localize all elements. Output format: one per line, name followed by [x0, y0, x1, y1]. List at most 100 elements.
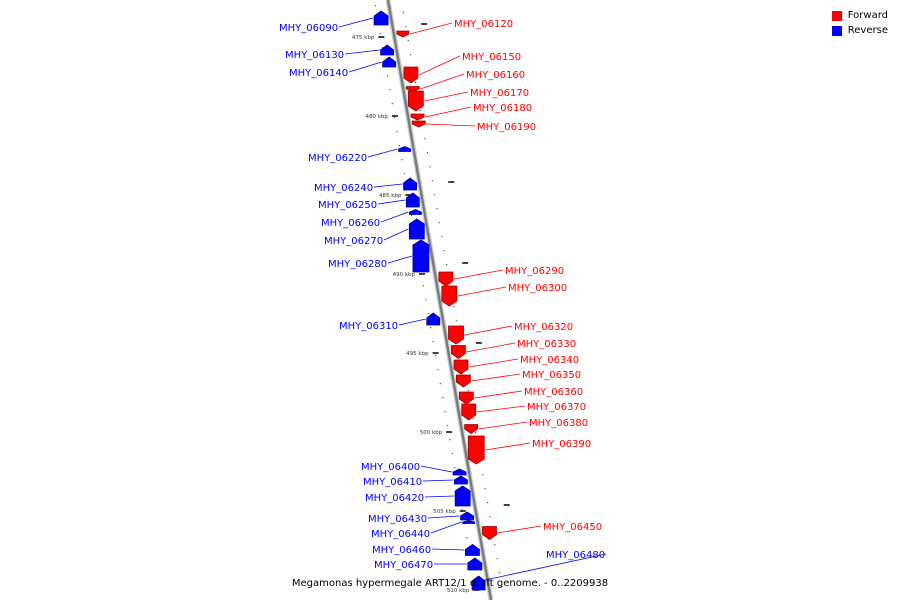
- kbp-tick-label: 505 kbp: [433, 509, 456, 515]
- gene-arrow-mhy-06460: [465, 544, 480, 556]
- guide-dot: [446, 264, 448, 266]
- gene-arrow-mhy-06390: [467, 435, 485, 465]
- gene-label: MHY_06380: [529, 418, 588, 429]
- gene-arrow-mhy-06340: [453, 359, 469, 375]
- guide-dot: [414, 82, 417, 84]
- guide-dot: [398, 145, 401, 147]
- gene-leader-line: [431, 548, 465, 551]
- gene-leader-line: [478, 421, 528, 430]
- gene-leader-line: [453, 269, 504, 280]
- guide-dot: [424, 138, 426, 140]
- gene-leader-line: [377, 199, 406, 205]
- guide-dot: [496, 558, 498, 560]
- gene-label: MHY_06160: [466, 70, 525, 81]
- gene-label: MHY_06190: [477, 122, 536, 133]
- guide-dot: [442, 397, 444, 399]
- gene-label: MHY_06290: [505, 266, 564, 277]
- guide-dot: [403, 173, 405, 175]
- gene-arrow-mhy-06240: [403, 177, 417, 191]
- gene-leader-line: [474, 390, 523, 399]
- gene-label: MHY_06370: [527, 402, 586, 413]
- guide-dot: [437, 369, 439, 371]
- guide-dot: [396, 131, 398, 133]
- gene-leader-line: [373, 183, 403, 188]
- gene-leader-line: [457, 286, 507, 297]
- gene-arrow-mhy-06260: [408, 209, 422, 215]
- legend: Forward Reverse: [831, 8, 888, 38]
- gene-label: MHY_06450: [543, 522, 602, 533]
- gene-leader-line: [338, 17, 374, 28]
- gene-arrow-mhy-06220: [398, 146, 411, 152]
- guide-dot: [484, 488, 486, 490]
- gene-arrow-mhy-06120: [396, 30, 410, 38]
- guide-dot: [386, 75, 389, 77]
- guide-dot: [436, 208, 438, 210]
- gene-arrow-mhy-06280: [412, 239, 430, 273]
- guide-dot: [391, 103, 393, 105]
- guide-dot: [446, 425, 449, 427]
- guide-dot: [449, 439, 451, 441]
- gene-leader-line: [418, 55, 461, 76]
- gene-leader-line: [383, 228, 409, 241]
- gene-label: MHY_06360: [524, 387, 583, 398]
- gene-arrow-mhy-06310: [426, 312, 441, 326]
- kbp-tick-label: 475 kbp: [352, 35, 375, 41]
- guide-dot: [379, 33, 381, 35]
- legend-label-reverse: Reverse: [847, 25, 888, 36]
- guide-dot: [498, 572, 501, 574]
- gene-arrow-mhy-06350: [456, 374, 471, 388]
- gene-arrow-mhy-06440: [462, 520, 476, 524]
- gene-arrow-mhy-06290: [438, 271, 454, 287]
- guide-dot: [501, 586, 503, 588]
- legend-item-forward: Forward: [831, 8, 888, 23]
- gene-label: MHY_06120: [454, 19, 513, 30]
- guide-dot: [438, 222, 441, 224]
- gene-arrow-mhy-06330: [451, 345, 466, 359]
- guide-dot: [455, 320, 457, 322]
- gene-arrow-mhy-06250: [405, 192, 420, 208]
- guide-dot: [405, 26, 407, 28]
- gene-leader-line: [464, 325, 513, 336]
- guide-dot: [382, 47, 384, 49]
- backbone-line: [386, 0, 493, 600]
- guide-dot: [401, 159, 403, 161]
- gene-arrow-mhy-06410: [453, 475, 468, 485]
- gene-label: MHY_06460: [372, 545, 431, 556]
- gene-leader-line: [420, 73, 465, 90]
- gene-leader-line: [466, 342, 516, 353]
- gene-arrow-mhy-06300: [441, 285, 458, 307]
- gene-label: MHY_06260: [321, 218, 380, 229]
- guide-dot: [486, 502, 489, 504]
- guide-dot: [451, 453, 453, 455]
- gene-arrow-mhy-06130: [380, 44, 394, 56]
- gene-label: MHY_06220: [308, 153, 367, 164]
- guide-dot: [461, 509, 463, 511]
- guide-dot: [454, 467, 456, 469]
- guide-dot: [431, 180, 433, 182]
- gene-leader-line: [422, 479, 454, 482]
- gene-leader-line: [387, 255, 413, 264]
- guide-dot: [453, 306, 455, 308]
- gene-label: MHY_06480: [546, 550, 605, 561]
- kbp-tick-label: 485 kbp: [379, 193, 402, 199]
- gene-label: MHY_06240: [314, 183, 373, 194]
- gene-label: MHY_06330: [517, 339, 576, 350]
- gene-label: MHY_06350: [522, 370, 581, 381]
- guide-dot: [422, 285, 425, 287]
- genome-caption: Megamonas hypermegale ART12/1 draft geno…: [291, 578, 609, 589]
- guide-dot: [430, 327, 432, 329]
- gene-label: MHY_06410: [363, 477, 422, 488]
- gene-label: MHY_06150: [462, 52, 521, 63]
- gene-arrow-mhy-06470: [467, 557, 483, 571]
- guide-dot: [429, 166, 431, 168]
- gene-arrow-mhy-06170: [407, 90, 424, 112]
- guide-dot: [467, 390, 469, 392]
- gene-leader-line: [367, 148, 398, 158]
- kbp-tick-label: 490 kbp: [393, 272, 416, 278]
- gene-leader-line: [476, 405, 526, 413]
- gene-label: MHY_06140: [289, 68, 348, 79]
- guide-dot: [432, 341, 434, 343]
- gene-label: MHY_06300: [508, 283, 567, 294]
- guide-dot: [472, 418, 474, 420]
